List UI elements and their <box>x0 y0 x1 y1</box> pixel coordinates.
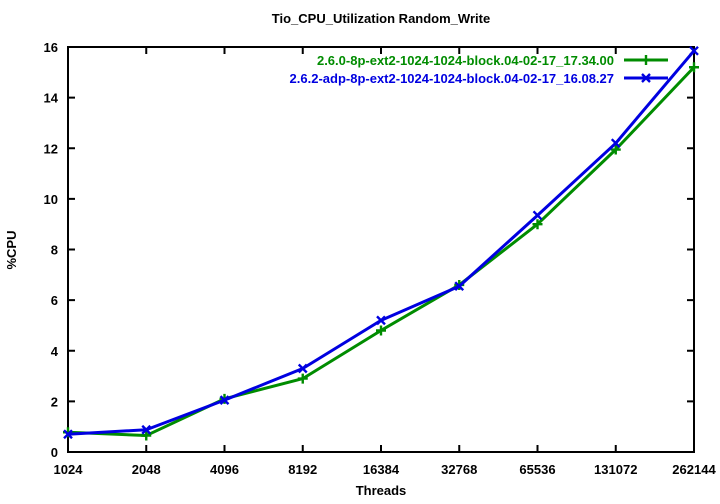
y-tick-label: 2 <box>51 394 58 409</box>
legend-row-series-1: 2.6.2-adp-8p-ext2-1024-1024-block.04-02-… <box>290 70 668 86</box>
legend-label-series-0: 2.6.0-8p-ext2-1024-1024-block.04-02-17_1… <box>316 52 614 68</box>
data-point-marker-1 <box>454 281 465 292</box>
data-point-marker-1 <box>297 363 308 374</box>
legend-sample-marker-1 <box>641 73 651 83</box>
data-point-marker-1 <box>63 429 73 440</box>
data-point-marker-0 <box>610 144 621 155</box>
data-point-marker-1 <box>689 45 699 56</box>
data-point-marker-1 <box>141 424 152 435</box>
data-point-marker-1 <box>610 138 621 149</box>
y-tick-label: 10 <box>44 192 58 207</box>
x-tick-label: 1024 <box>54 462 84 477</box>
y-axis-label: %CPU <box>4 230 19 270</box>
plot-border <box>67 46 695 453</box>
y-tick-label: 12 <box>44 141 58 156</box>
legend-sample-line-1 <box>624 73 668 83</box>
x-tick-label: 131072 <box>594 462 637 477</box>
series-line-0 <box>66 65 696 438</box>
x-tick-label: 32768 <box>441 462 477 477</box>
legend: 2.6.0-8p-ext2-1024-1024-block.04-02-17_1… <box>290 52 668 86</box>
legend-row-series-0: 2.6.0-8p-ext2-1024-1024-block.04-02-17_1… <box>317 52 668 68</box>
y-tick-label: 4 <box>51 344 59 359</box>
y-tick-label: 14 <box>44 91 59 106</box>
x-tick-label: 4096 <box>210 462 239 477</box>
data-point-marker-1 <box>376 315 386 326</box>
x-tick-label: 16384 <box>363 462 400 477</box>
legend-sample-line-0 <box>624 55 668 65</box>
y-tick-label: 8 <box>51 243 58 258</box>
data-point-marker-0 <box>532 219 543 230</box>
y-tick-label: 6 <box>51 293 58 308</box>
x-tick-label: 65536 <box>519 462 555 477</box>
x-tick-label: 2048 <box>132 462 161 477</box>
series-line-1 <box>66 49 696 436</box>
data-point-marker-1 <box>532 210 543 221</box>
data-point-marker-1 <box>219 395 230 405</box>
data-point-marker-0 <box>376 325 386 336</box>
legend-label-series-1: 2.6.2-adp-8p-ext2-1024-1024-block.04-02-… <box>289 70 614 86</box>
data-point-marker-0 <box>141 430 152 441</box>
data-point-marker-0 <box>689 62 699 73</box>
y-tick-label: 16 <box>44 40 58 55</box>
chart-title: Tio_CPU_Utilization Random_Write <box>271 11 491 26</box>
legend-sample-marker-0 <box>641 55 651 65</box>
y-tick-label: 0 <box>51 445 58 460</box>
x-tick-label: 8192 <box>288 462 317 477</box>
data-point-marker-0 <box>297 373 308 384</box>
x-tick-label: 262144 <box>672 462 716 477</box>
x-axis-label: Threads <box>355 483 407 498</box>
